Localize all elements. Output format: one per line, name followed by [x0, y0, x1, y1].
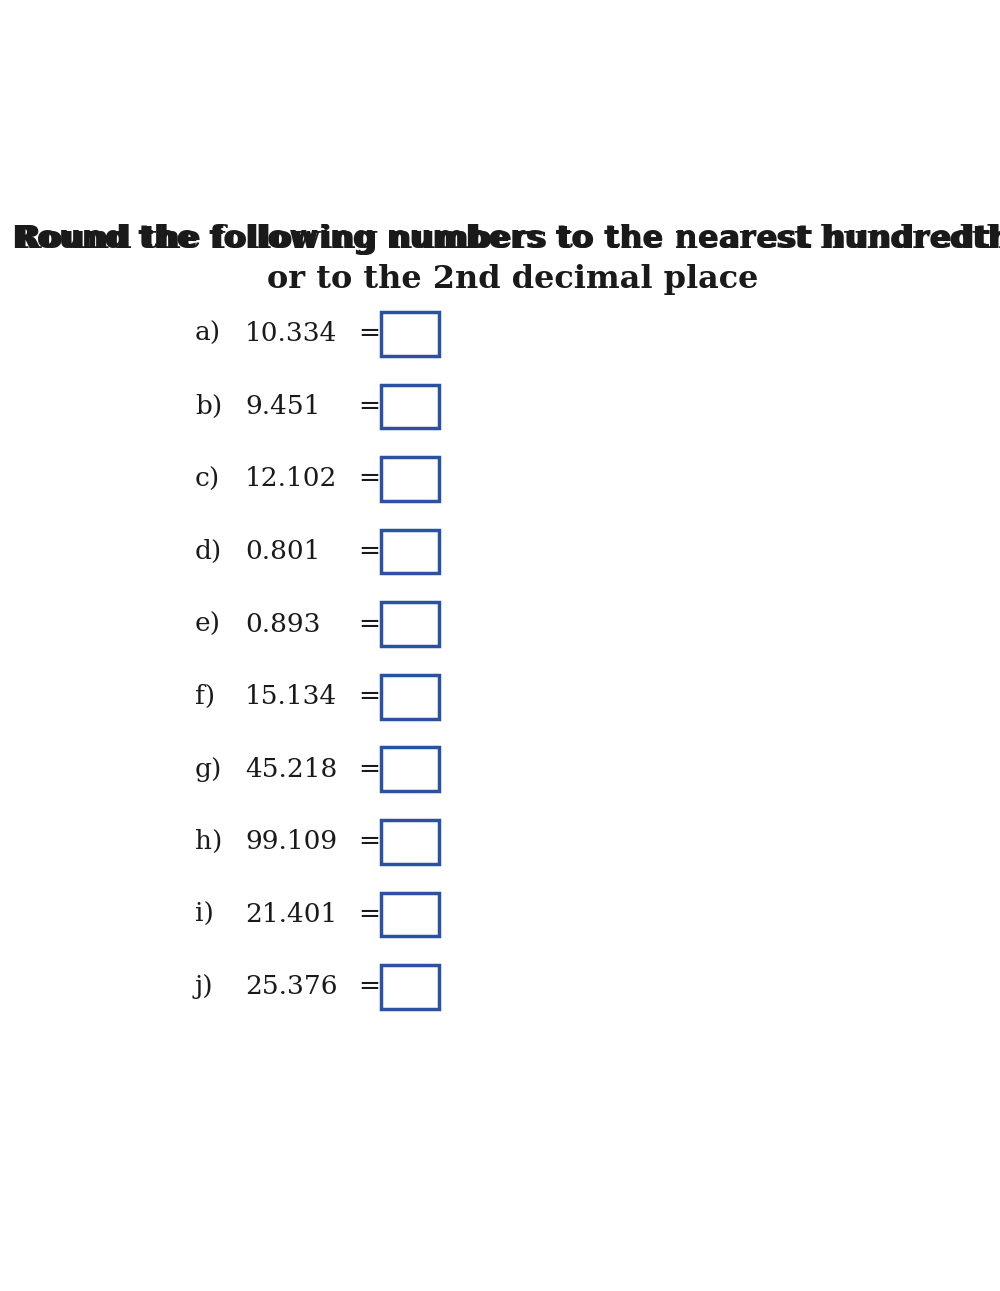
- Bar: [381, 747, 439, 791]
- Text: =: =: [358, 394, 380, 418]
- Text: d): d): [195, 540, 222, 564]
- Text: =: =: [358, 540, 380, 564]
- Text: 21.401: 21.401: [245, 902, 337, 927]
- Text: Round the following numbers to the nearest hundredth: Round the following numbers to the neare…: [15, 223, 1000, 254]
- Text: =: =: [358, 684, 380, 709]
- Bar: [381, 312, 439, 356]
- Bar: [381, 529, 439, 573]
- Text: 12.102: 12.102: [245, 466, 338, 492]
- Text: =: =: [358, 975, 380, 999]
- Text: j): j): [195, 975, 213, 999]
- Text: e): e): [195, 612, 221, 636]
- Text: i): i): [195, 902, 214, 927]
- Text: f): f): [195, 684, 215, 709]
- Text: 99.109: 99.109: [245, 829, 337, 855]
- Text: or to the 2nd decimal place: or to the 2nd decimal place: [267, 263, 758, 294]
- Text: h): h): [195, 829, 222, 855]
- Text: 0.801: 0.801: [245, 540, 320, 564]
- Text: a): a): [195, 321, 221, 346]
- Bar: [381, 457, 439, 501]
- Text: 10.334: 10.334: [245, 321, 338, 346]
- Bar: [381, 602, 439, 646]
- Bar: [381, 385, 439, 429]
- Text: c): c): [195, 466, 220, 492]
- Text: =: =: [358, 902, 380, 927]
- Text: =: =: [358, 321, 380, 346]
- Text: =: =: [358, 612, 380, 636]
- Text: =: =: [358, 757, 380, 782]
- Text: b): b): [195, 394, 222, 418]
- Text: g): g): [195, 757, 222, 782]
- Bar: [381, 820, 439, 864]
- Text: Round the following numbers to the nearest hundredth: Round the following numbers to the neare…: [12, 223, 1000, 254]
- Text: 15.134: 15.134: [245, 684, 337, 709]
- Text: =: =: [358, 829, 380, 855]
- Text: =: =: [358, 466, 380, 492]
- Text: 45.218: 45.218: [245, 757, 337, 782]
- Bar: [381, 966, 439, 1008]
- Text: 25.376: 25.376: [245, 975, 338, 999]
- Text: 0.893: 0.893: [245, 612, 321, 636]
- Text: 9.451: 9.451: [245, 394, 320, 418]
- Bar: [381, 675, 439, 719]
- Bar: [381, 892, 439, 936]
